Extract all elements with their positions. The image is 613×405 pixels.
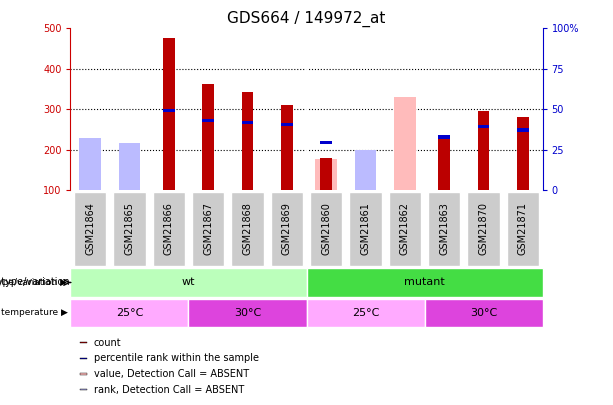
Text: percentile rank within the sample: percentile rank within the sample bbox=[94, 354, 259, 363]
Text: genotype/variation ▶: genotype/variation ▶ bbox=[0, 278, 67, 287]
Bar bbox=[79, 138, 101, 190]
FancyBboxPatch shape bbox=[424, 298, 543, 327]
FancyBboxPatch shape bbox=[192, 192, 224, 266]
Bar bbox=[163, 109, 175, 112]
Bar bbox=[517, 117, 529, 190]
Bar bbox=[242, 121, 253, 124]
Text: mutant: mutant bbox=[404, 277, 445, 288]
Text: GSM21871: GSM21871 bbox=[518, 202, 528, 255]
Bar bbox=[80, 358, 88, 359]
Text: genotype/variation: genotype/variation bbox=[0, 277, 70, 288]
Bar bbox=[119, 154, 140, 190]
Text: GSM21861: GSM21861 bbox=[360, 202, 370, 255]
FancyBboxPatch shape bbox=[113, 192, 146, 266]
FancyBboxPatch shape bbox=[349, 192, 382, 266]
Text: rank, Detection Call = ABSENT: rank, Detection Call = ABSENT bbox=[94, 385, 244, 394]
Text: GSM21870: GSM21870 bbox=[479, 202, 489, 255]
FancyBboxPatch shape bbox=[153, 192, 185, 266]
Bar bbox=[355, 164, 376, 190]
Text: 25°C: 25°C bbox=[352, 308, 379, 318]
FancyBboxPatch shape bbox=[74, 192, 106, 266]
FancyBboxPatch shape bbox=[467, 192, 500, 266]
Bar bbox=[478, 125, 489, 128]
Bar bbox=[438, 135, 450, 190]
FancyBboxPatch shape bbox=[428, 192, 460, 266]
Text: value, Detection Call = ABSENT: value, Detection Call = ABSENT bbox=[94, 369, 249, 379]
Bar bbox=[79, 139, 101, 190]
Text: GSM21862: GSM21862 bbox=[400, 202, 410, 255]
Bar bbox=[438, 135, 450, 139]
Text: 25°C: 25°C bbox=[116, 308, 143, 318]
Text: GSM21863: GSM21863 bbox=[439, 202, 449, 255]
Text: GSM21869: GSM21869 bbox=[282, 202, 292, 255]
FancyBboxPatch shape bbox=[189, 298, 306, 327]
Text: GSM21866: GSM21866 bbox=[164, 202, 174, 255]
Bar bbox=[478, 111, 489, 190]
FancyBboxPatch shape bbox=[507, 192, 539, 266]
Text: wt: wt bbox=[181, 277, 196, 288]
Bar bbox=[80, 389, 88, 390]
Title: GDS664 / 149972_at: GDS664 / 149972_at bbox=[227, 11, 386, 27]
Text: GSM21868: GSM21868 bbox=[243, 202, 253, 255]
FancyBboxPatch shape bbox=[306, 298, 424, 327]
Bar bbox=[394, 97, 416, 190]
FancyBboxPatch shape bbox=[389, 192, 421, 266]
Bar bbox=[320, 158, 332, 190]
Bar bbox=[517, 128, 529, 132]
FancyBboxPatch shape bbox=[310, 192, 342, 266]
Bar bbox=[320, 141, 332, 144]
Text: GSM21864: GSM21864 bbox=[85, 202, 95, 255]
Bar bbox=[202, 84, 214, 190]
Bar bbox=[80, 373, 88, 375]
Text: GSM21860: GSM21860 bbox=[321, 202, 331, 255]
FancyBboxPatch shape bbox=[231, 192, 264, 266]
Text: GSM21867: GSM21867 bbox=[203, 202, 213, 255]
Text: GSM21865: GSM21865 bbox=[124, 202, 134, 255]
Bar bbox=[242, 92, 253, 190]
Text: 30°C: 30°C bbox=[234, 308, 261, 318]
Bar bbox=[119, 143, 140, 190]
Bar bbox=[355, 150, 376, 190]
FancyBboxPatch shape bbox=[70, 268, 306, 297]
Bar bbox=[281, 123, 293, 126]
Bar bbox=[202, 119, 214, 122]
Text: 30°C: 30°C bbox=[470, 308, 497, 318]
FancyBboxPatch shape bbox=[70, 298, 189, 327]
Text: count: count bbox=[94, 338, 121, 348]
Bar bbox=[80, 342, 88, 343]
Text: temperature ▶: temperature ▶ bbox=[1, 308, 67, 318]
Bar bbox=[163, 38, 175, 190]
Bar bbox=[281, 105, 293, 190]
FancyBboxPatch shape bbox=[306, 268, 543, 297]
Bar bbox=[315, 159, 337, 190]
FancyBboxPatch shape bbox=[271, 192, 303, 266]
